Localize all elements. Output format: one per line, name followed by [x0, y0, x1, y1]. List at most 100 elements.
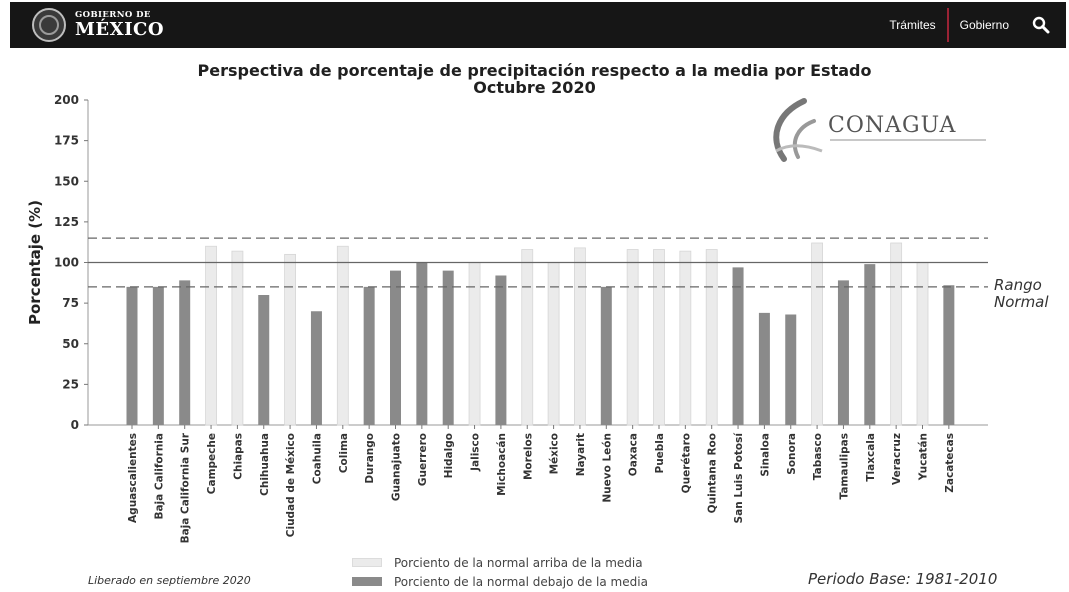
x-tick-label: Oaxaca [628, 433, 640, 476]
y-tick-label: 125 [54, 215, 79, 229]
conagua-logo-icon [773, 98, 823, 162]
x-tick-label: Tamaulipas [838, 433, 850, 499]
bar [626, 249, 639, 426]
bar [600, 286, 612, 425]
x-tick-label: Puebla [654, 433, 666, 474]
bar [205, 245, 217, 426]
normal-range-label: Rango Normal [994, 277, 1049, 311]
x-tick-label: Hidalgo [443, 433, 455, 478]
bar [231, 250, 244, 426]
normal-range-label-line2: Normal [994, 293, 1049, 311]
bar [837, 280, 849, 425]
y-tick-label: 100 [54, 256, 79, 270]
x-tick-label: Sinaloa [759, 433, 771, 477]
bar [390, 270, 401, 425]
x-tick-label: Ciudad de México [285, 433, 297, 537]
x-tick-label: Sonora [786, 433, 798, 475]
x-tick-label: Campeche [206, 433, 218, 494]
chart-legend: Porciento de la normal arriba de la medi… [352, 553, 648, 591]
bar [126, 286, 138, 425]
x-tick-label: Chiapas [232, 433, 244, 480]
bar [152, 286, 164, 425]
conagua-tagline-line [830, 139, 986, 141]
bar [363, 286, 375, 425]
logo-top-text: GOBIERNO DE [75, 9, 151, 20]
conagua-watermark: CONAGUA [764, 97, 990, 165]
y-tick-label: 0 [71, 418, 79, 432]
base-period-note: Periodo Base: 1981-2010 [808, 570, 998, 588]
y-tick-label: 175 [54, 134, 79, 148]
bar [336, 245, 349, 426]
conagua-name: CONAGUA [828, 113, 957, 138]
x-tick-label: Aguascalientes [127, 433, 139, 523]
bar [943, 285, 955, 425]
x-tick-label: Tabasco [812, 433, 824, 480]
bar [732, 267, 744, 425]
x-tick-label: Tlaxcala [865, 433, 877, 482]
bar [864, 264, 876, 425]
bar [574, 247, 586, 426]
y-tick-label: 150 [54, 174, 79, 188]
chart-title-block: Perspectiva de porcentaje de precipitaci… [0, 62, 1069, 96]
bar [258, 295, 270, 425]
bar [679, 250, 692, 426]
release-note: Liberado en septiembre 2020 [88, 574, 251, 587]
y-axis-label: Porcentaje (%) [26, 200, 44, 325]
bar [653, 249, 665, 426]
bar [179, 280, 191, 425]
gobierno-mexico-logo[interactable]: GOBIERNO DE MÉXICO [32, 8, 164, 42]
x-tick-label: Guerrero [417, 433, 429, 486]
y-tick-label: 200 [54, 93, 79, 107]
x-tick-label: Quintana Roo [707, 433, 719, 513]
bar [284, 253, 297, 426]
y-tick-label: 75 [62, 296, 79, 310]
x-tick-label: Morelos [522, 433, 534, 480]
nav-divider [946, 8, 949, 42]
chart-subtitle: Octubre 2020 [473, 78, 596, 97]
x-tick-label: Veracruz [891, 433, 903, 485]
search-icon[interactable] [1032, 16, 1050, 34]
bar [416, 262, 428, 425]
y-tick-label: 50 [62, 337, 79, 351]
nav-link-tramites[interactable]: Trámites [889, 18, 936, 32]
bar [811, 242, 823, 426]
bar [785, 314, 797, 425]
chart-title: Perspectiva de porcentaje de precipitaci… [197, 61, 872, 80]
x-tick-label: Querétaro [680, 433, 692, 493]
x-tick-label: Colima [338, 433, 350, 473]
nav-link-gobierno[interactable]: Gobierno [959, 18, 1009, 32]
x-tick-label: Durango [364, 433, 376, 484]
national-seal-icon [32, 8, 66, 42]
legend-label-above: Porciento de la normal arriba de la medi… [394, 555, 643, 570]
bar [758, 312, 770, 425]
x-tick-label: Michoacán [496, 433, 508, 496]
legend-item-above: Porciento de la normal arriba de la medi… [352, 553, 648, 572]
x-tick-label: Nuevo León [601, 433, 613, 503]
bar [890, 242, 903, 426]
x-tick-label: Nayarit [575, 433, 587, 476]
bar [442, 270, 454, 425]
x-tick-label: Baja California Sur [180, 432, 192, 543]
x-tick-label: Yucatán [918, 433, 930, 481]
main-nav: Trámites Gobierno [878, 2, 1050, 48]
x-tick-label: San Luis Potosí [733, 432, 745, 524]
x-tick-label: Jalisco [470, 433, 482, 472]
legend-swatch-above [352, 558, 382, 567]
legend-label-below: Porciento de la normal debajo de la medi… [394, 574, 648, 589]
bar [705, 249, 718, 426]
normal-range-label-line1: Rango [994, 276, 1042, 294]
x-tick-label: Chihuahua [259, 433, 271, 496]
legend-item-below: Porciento de la normal debajo de la medi… [352, 572, 648, 591]
top-navbar: GOBIERNO DE MÉXICO Trámites Gobierno [10, 2, 1066, 48]
x-tick-label: México [549, 433, 561, 474]
x-tick-label: Zacatecas [944, 433, 956, 493]
x-tick-label: Baja California [153, 433, 165, 520]
bar [521, 249, 534, 426]
y-tick-label: 25 [62, 377, 79, 391]
legend-swatch-below [352, 577, 382, 586]
x-tick-label: Coahuila [311, 433, 323, 484]
x-tick-label: Guanajuato [391, 433, 403, 501]
bar [495, 275, 507, 425]
bar [310, 311, 322, 425]
